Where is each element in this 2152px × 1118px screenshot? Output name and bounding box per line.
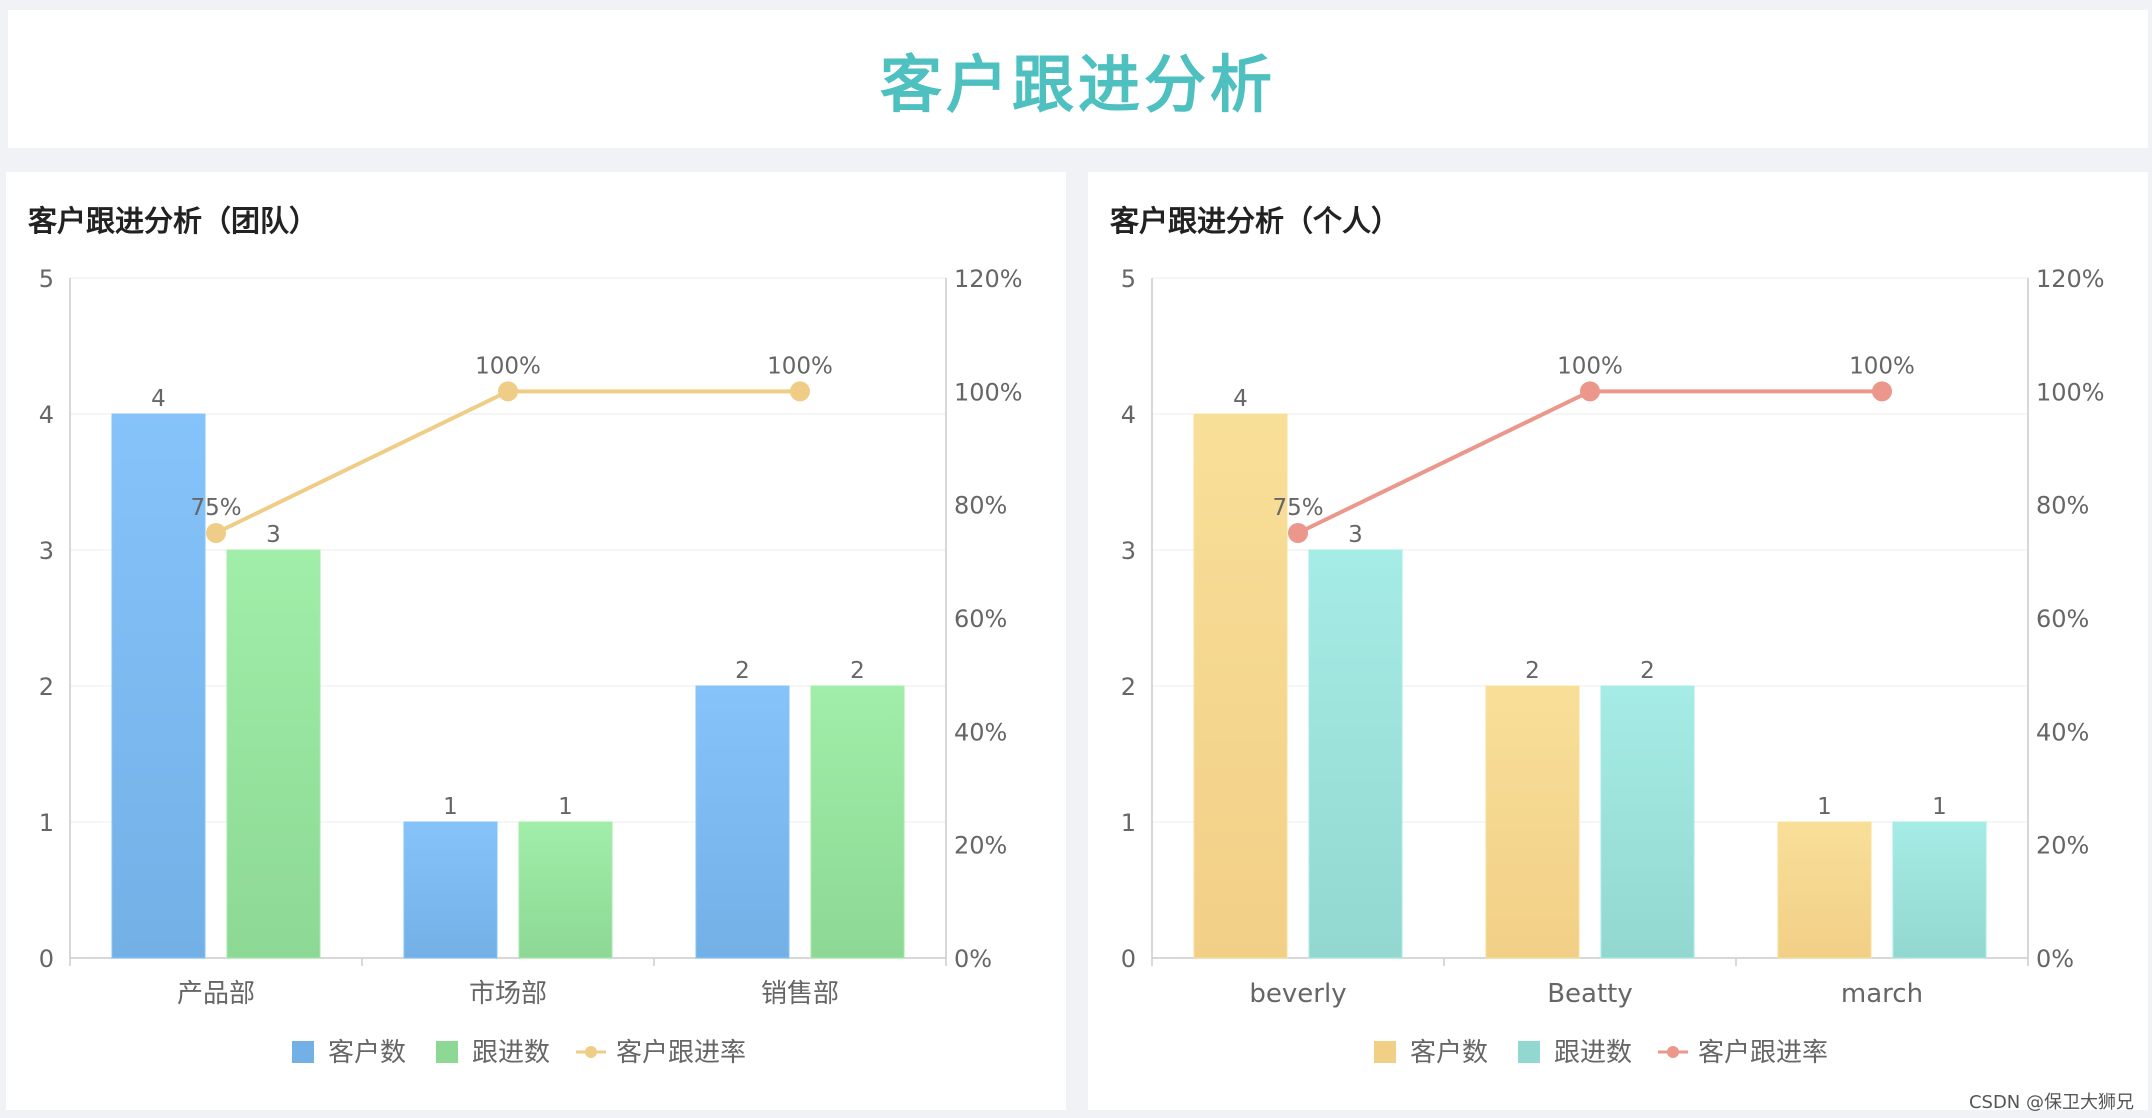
bar: [226, 549, 321, 959]
y-left-tick-label: 4: [39, 401, 54, 429]
legend-swatch: [1374, 1041, 1396, 1063]
y-right-tick-label: 20%: [954, 832, 1007, 860]
y-right-tick-label: 40%: [2036, 718, 2089, 746]
rate-line: [1297, 389, 1882, 535]
y-left-tick-label: 5: [1121, 265, 1136, 293]
y-left-tick-label: 3: [39, 537, 54, 565]
y-left-tick-label: 1: [39, 809, 54, 837]
bar: [1600, 685, 1695, 959]
rate-point: [206, 523, 226, 543]
y-right-tick-label: 60%: [954, 605, 1007, 633]
rate-point: [1580, 381, 1600, 402]
legend-marker: [585, 1046, 597, 1058]
y-right-tick-label: 20%: [2036, 832, 2089, 860]
legend-label: 客户数: [328, 1038, 406, 1068]
bar: [1777, 821, 1872, 959]
y-right-tick-label: 80%: [2036, 492, 2089, 520]
x-tick-label: 销售部: [761, 979, 839, 1009]
y-right-tick-label: 120%: [2036, 265, 2105, 293]
legend-label: 跟进数: [472, 1038, 550, 1068]
bar-value-label: 2: [1640, 658, 1655, 684]
rate-point: [1872, 381, 1892, 402]
y-right-tick-label: 0%: [954, 945, 992, 973]
y-left-tick-label: 1: [1121, 809, 1136, 837]
legend-label: 跟进数: [1554, 1038, 1632, 1068]
bar: [1892, 821, 1987, 959]
bar: [518, 821, 613, 959]
y-right-tick-label: 80%: [954, 492, 1007, 520]
rate-point: [790, 381, 810, 402]
rate-value-label: 100%: [475, 353, 541, 379]
y-left-tick-label: 4: [1121, 401, 1136, 429]
bar-value-label: 1: [443, 794, 458, 820]
legend-label: 客户数: [1410, 1038, 1488, 1068]
legend-swatch: [292, 1041, 314, 1063]
bar-value-label: 1: [1817, 794, 1832, 820]
rate-value-label: 75%: [190, 495, 241, 521]
bar-value-label: 1: [558, 794, 573, 820]
bar: [810, 685, 905, 959]
rate-point: [1288, 523, 1308, 543]
y-right-tick-label: 0%: [2036, 945, 2074, 973]
rate-point: [498, 381, 518, 402]
rate-value-label: 100%: [1849, 353, 1915, 379]
y-left-tick-label: 0: [1121, 945, 1136, 973]
y-left-tick-label: 2: [1121, 673, 1136, 701]
bar: [1308, 549, 1403, 959]
rate-value-label: 100%: [1557, 353, 1623, 379]
bar: [695, 685, 790, 959]
legend-label: 客户跟进率: [1698, 1038, 1828, 1068]
y-right-tick-label: 100%: [954, 378, 1023, 406]
x-tick-label: 产品部: [177, 979, 255, 1009]
bar-value-label: 2: [735, 658, 750, 684]
legend-swatch: [436, 1041, 458, 1063]
bar: [111, 413, 206, 959]
team-chart-title: 客户跟进分析（团队）: [28, 204, 319, 238]
individual-chart-title: 客户跟进分析（个人）: [1110, 204, 1401, 238]
bar-value-label: 3: [1348, 522, 1363, 548]
page-title: 客户跟进分析: [879, 48, 1276, 121]
bar-value-label: 2: [850, 658, 865, 684]
x-tick-label: Beatty: [1547, 979, 1633, 1009]
x-tick-label: beverly: [1249, 979, 1346, 1009]
bar-value-label: 3: [266, 522, 281, 548]
y-right-tick-label: 100%: [2036, 378, 2105, 406]
legend-swatch: [1518, 1041, 1540, 1063]
rate-line: [215, 389, 800, 535]
bar: [403, 821, 498, 959]
x-tick-label: 市场部: [469, 979, 547, 1009]
y-left-tick-label: 2: [39, 673, 54, 701]
watermark: CSDN @保卫大狮兄: [1968, 1092, 2134, 1113]
rate-value-label: 100%: [767, 353, 833, 379]
bar-value-label: 1: [1932, 794, 1947, 820]
y-right-tick-label: 120%: [954, 265, 1023, 293]
team-panel: 客户跟进分析（团队） 0 1 2 3 4 5 0% 20% 40% 60% 80% 100% 120% 产…: [6, 172, 1066, 1110]
x-tick-label: march: [1841, 979, 1923, 1009]
rate-value-label: 75%: [1272, 495, 1323, 521]
team-chart: 0 1 2 3 4 5 0% 20% 40% 60% 80% 100% 120% 产品部 市场部 销售部 4 1 2…: [39, 265, 1023, 1068]
bar-value-label: 2: [1525, 658, 1540, 684]
y-left-tick-label: 5: [39, 265, 54, 293]
individual-chart: 0 1 2 3 4 5 0% 20% 40% 60% 80% 100% 120% beverly Beatt…: [1121, 265, 2105, 1068]
individual-panel: 客户跟进分析（个人） 0 1 2 3 4 5 0% 20% 40% 60% 80% 100% 120% b…: [1088, 172, 2148, 1110]
legend-label: 客户跟进率: [616, 1038, 746, 1068]
y-right-tick-label: 60%: [2036, 605, 2089, 633]
y-left-tick-label: 3: [1121, 537, 1136, 565]
bar-value-label: 4: [1233, 386, 1248, 412]
bar: [1193, 413, 1288, 959]
y-right-tick-label: 40%: [954, 718, 1007, 746]
legend-marker: [1667, 1046, 1679, 1058]
bar: [1485, 685, 1580, 959]
y-left-tick-label: 0: [39, 945, 54, 973]
bar-value-label: 4: [151, 386, 166, 412]
page-header: 客户跟进分析: [8, 10, 2148, 148]
